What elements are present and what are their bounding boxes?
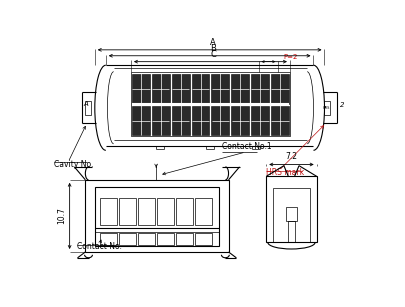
Bar [211, 74, 229, 103]
Text: P=2: P=2 [282, 54, 297, 60]
Bar [266, 176, 316, 243]
Bar [157, 198, 174, 225]
Text: Contact No.: Contact No. [77, 243, 122, 251]
Text: 2: 2 [339, 103, 344, 108]
Bar [132, 74, 149, 103]
Bar [137, 233, 155, 245]
Text: HRS mark: HRS mark [266, 168, 304, 177]
Bar [195, 198, 212, 225]
Bar [151, 74, 169, 103]
Bar [137, 198, 155, 225]
Text: HRS: HRS [322, 106, 330, 110]
Bar [118, 198, 136, 225]
Bar [176, 198, 193, 225]
Bar [270, 74, 288, 103]
Text: 10.7: 10.7 [57, 208, 66, 224]
Bar [231, 106, 249, 135]
Bar [118, 233, 136, 245]
Bar [287, 221, 294, 243]
Bar [151, 106, 169, 135]
Bar [250, 74, 269, 103]
Bar [85, 101, 91, 115]
Bar [99, 198, 117, 225]
Text: A: A [83, 101, 88, 107]
Bar [195, 233, 212, 245]
Bar [231, 74, 249, 103]
Bar [272, 188, 309, 243]
Bar [211, 106, 229, 135]
Text: C: C [210, 50, 216, 59]
Bar [171, 106, 189, 135]
Bar [132, 106, 149, 135]
Text: B: B [209, 44, 215, 53]
Bar [176, 233, 193, 245]
Text: Cavity No.: Cavity No. [54, 160, 93, 169]
Bar [85, 180, 228, 252]
Bar [324, 101, 329, 115]
Bar [131, 72, 289, 136]
Bar [191, 106, 209, 135]
Bar [191, 74, 209, 103]
Bar [286, 207, 296, 221]
Bar [171, 74, 189, 103]
Bar [95, 187, 219, 246]
Bar [99, 233, 117, 245]
Bar [270, 106, 288, 135]
Text: 7.2: 7.2 [285, 152, 297, 161]
Text: A: A [209, 38, 215, 47]
Text: Contact No.1: Contact No.1 [222, 142, 271, 151]
Bar [250, 106, 269, 135]
Bar [157, 233, 174, 245]
